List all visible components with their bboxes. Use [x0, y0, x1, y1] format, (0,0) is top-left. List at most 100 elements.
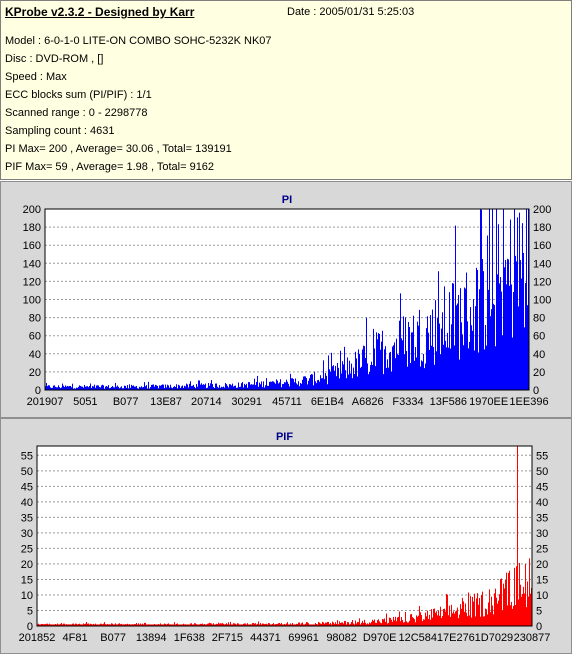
data-bar [238, 382, 239, 390]
data-bar [104, 622, 105, 626]
data-bar [515, 255, 516, 390]
data-bar [206, 624, 207, 626]
data-bar [306, 378, 307, 390]
data-bar [393, 345, 394, 390]
data-bar [457, 607, 458, 626]
y-tick-label: 35 [21, 512, 33, 524]
data-bar [350, 373, 351, 390]
data-bar [75, 388, 76, 390]
data-bar [387, 623, 388, 626]
data-bar [283, 624, 284, 626]
data-bar [239, 624, 240, 626]
y-tick-label-right: 0 [536, 621, 542, 633]
data-bar [300, 624, 301, 626]
y-tick-label-right: 140 [533, 258, 551, 270]
data-bar [356, 623, 357, 626]
data-bar [232, 383, 233, 390]
data-bar [404, 622, 405, 626]
data-bar [40, 624, 41, 626]
data-bar [516, 566, 517, 626]
x-tick-label: 201907 [27, 396, 64, 408]
data-bar [398, 616, 399, 626]
data-bar [191, 386, 192, 390]
data-bar [413, 617, 414, 626]
data-bar [258, 621, 259, 626]
data-bar [422, 361, 423, 390]
data-bar [281, 622, 282, 626]
data-bar [177, 623, 178, 626]
data-bar [268, 385, 269, 390]
data-bar [289, 624, 290, 626]
data-bar [495, 346, 496, 390]
data-bar [107, 624, 108, 626]
speed-line: Speed : Max [5, 71, 67, 83]
data-bar [105, 386, 106, 390]
data-bar [307, 384, 308, 390]
data-bar [424, 368, 425, 390]
data-bar [359, 353, 360, 390]
data-bar [95, 387, 96, 390]
data-bar [374, 348, 375, 390]
data-bar [215, 383, 216, 390]
data-bar [309, 378, 310, 390]
data-bar [479, 289, 480, 390]
data-bar [490, 612, 491, 626]
data-bar [212, 384, 213, 390]
x-tick-label: 13F586 [430, 396, 467, 408]
data-bar [392, 621, 393, 626]
data-bar [182, 385, 183, 390]
data-bar [421, 614, 422, 626]
data-bar [75, 623, 76, 626]
data-bar [292, 378, 293, 390]
pif-chart-panel: PIF 0 0 5 5 10 10 15 15 20 20 25 25 30 30 35 35 40 40 45 45 5… [0, 418, 572, 654]
data-bar [335, 365, 336, 390]
data-bar [204, 624, 205, 626]
data-bar [176, 623, 177, 626]
data-bar [381, 623, 382, 626]
data-bar [204, 384, 205, 390]
data-bar [157, 624, 158, 626]
x-tick-label: 1D7029 [475, 632, 514, 644]
data-bar [438, 610, 439, 626]
data-bar [313, 624, 314, 626]
data-bar [84, 384, 85, 390]
y-tick-label-right: 100 [533, 295, 551, 307]
data-bar [493, 303, 494, 390]
data-bar [163, 384, 164, 390]
data-bar [385, 621, 386, 626]
y-tick-label: 40 [29, 349, 41, 361]
data-bar [378, 333, 379, 390]
data-bar [125, 624, 126, 626]
data-bar [312, 374, 313, 390]
data-bar [97, 385, 98, 390]
data-bar [240, 386, 241, 390]
data-bar [304, 376, 305, 390]
data-bar [460, 288, 461, 390]
data-bar [262, 387, 263, 390]
data-bar [519, 212, 520, 390]
data-bar [58, 624, 59, 626]
data-bar [56, 624, 57, 626]
data-bar [500, 277, 501, 390]
data-bar [99, 387, 100, 390]
data-bar [179, 624, 180, 626]
data-bar [88, 387, 89, 390]
data-bar [165, 384, 166, 390]
data-bar [487, 235, 488, 390]
data-bar [338, 624, 339, 626]
data-bar [322, 378, 323, 390]
data-bar [375, 622, 376, 626]
data-bar [483, 271, 484, 390]
data-bar [235, 623, 236, 626]
data-bar [480, 209, 481, 390]
data-bar [129, 384, 130, 390]
data-bar [428, 619, 429, 626]
data-bar [170, 384, 171, 390]
data-bar [355, 351, 356, 390]
data-bar [231, 385, 232, 390]
y-tick-label-right: 60 [533, 331, 545, 343]
data-bar [175, 386, 176, 390]
plot-frame [44, 208, 530, 391]
data-bar [524, 327, 525, 390]
